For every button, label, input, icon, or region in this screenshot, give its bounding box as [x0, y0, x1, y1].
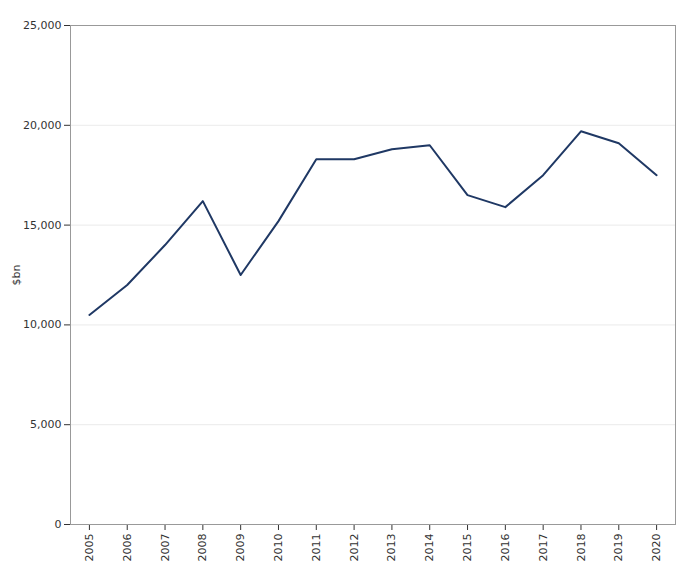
svg-text:2012: 2012 [348, 534, 361, 562]
svg-text:2011: 2011 [310, 534, 323, 562]
svg-text:2016: 2016 [499, 534, 512, 562]
svg-text:2008: 2008 [196, 534, 209, 562]
svg-text:2020: 2020 [650, 534, 663, 562]
svg-text:15,000: 15,000 [23, 219, 62, 232]
svg-text:0: 0 [55, 518, 62, 531]
svg-text:2006: 2006 [121, 534, 134, 562]
svg-text:5,000: 5,000 [30, 418, 62, 431]
svg-text:2019: 2019 [612, 534, 625, 562]
svg-text:20,000: 20,000 [23, 119, 62, 132]
svg-text:2010: 2010 [272, 534, 285, 562]
svg-text:2007: 2007 [159, 534, 172, 562]
svg-text:2005: 2005 [83, 534, 96, 562]
svg-text:2009: 2009 [234, 534, 247, 562]
svg-text:2018: 2018 [574, 534, 587, 562]
svg-text:2017: 2017 [537, 534, 550, 562]
svg-text:25,000: 25,000 [23, 19, 62, 32]
svg-text:$bn: $bn [10, 264, 23, 285]
svg-text:2014: 2014 [423, 534, 436, 562]
svg-text:2015: 2015 [461, 534, 474, 562]
svg-text:10,000: 10,000 [23, 318, 62, 331]
svg-text:2013: 2013 [385, 534, 398, 562]
